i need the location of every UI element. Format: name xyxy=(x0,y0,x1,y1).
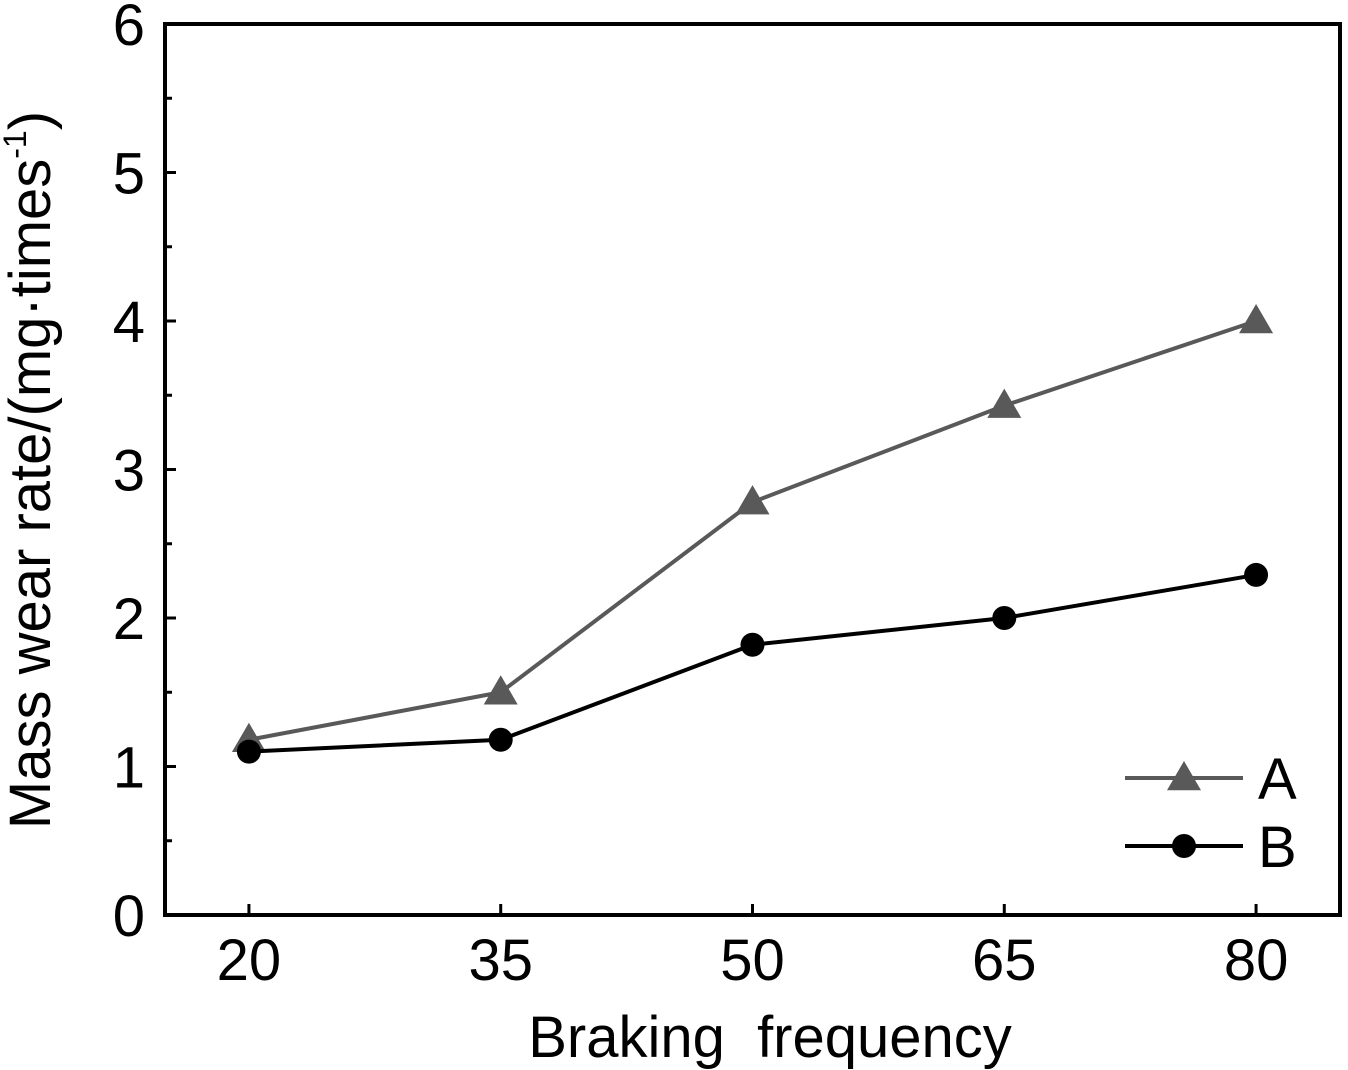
x-tick-label: 80 xyxy=(1224,928,1289,993)
y-tick-label: 3 xyxy=(113,439,145,504)
data-point-A xyxy=(987,388,1022,418)
x-tick-label: 50 xyxy=(720,928,785,993)
x-tick-label: 20 xyxy=(217,928,282,993)
y-tick-label: 0 xyxy=(113,884,145,949)
y-axis-title-main: Mass wear rate/(mg·times xyxy=(0,159,63,829)
legend-item-A: A xyxy=(1125,747,1297,812)
legend-item-B: B xyxy=(1125,815,1297,880)
x-tick-label: 35 xyxy=(468,928,533,993)
x-axis-title: Braking frequency xyxy=(528,1005,1012,1070)
y-tick-label: 2 xyxy=(113,587,145,652)
y-axis-title-close: ) xyxy=(0,111,63,130)
y-tick-label: 1 xyxy=(113,736,145,801)
legend-label-A: A xyxy=(1258,747,1297,812)
data-point-B xyxy=(740,632,765,657)
series-A xyxy=(231,304,1274,753)
y-tick-label: 6 xyxy=(113,0,145,58)
legend-label-B: B xyxy=(1258,815,1297,880)
x-axis-ticks: 20 35 50 65 80 xyxy=(217,904,1289,993)
data-point-A xyxy=(735,485,770,515)
data-point-A xyxy=(1239,304,1274,334)
data-point-B xyxy=(236,739,261,764)
data-point-B xyxy=(488,727,513,752)
x-tick-label: 65 xyxy=(972,928,1037,993)
data-point-B xyxy=(992,606,1017,630)
legend-marker-A xyxy=(1167,761,1201,791)
data-point-B xyxy=(1244,562,1269,587)
y-axis-title-superscript: -1 xyxy=(0,130,33,158)
series-layer xyxy=(231,304,1274,764)
y-axis-title: Mass wear rate/(mg·times-1) xyxy=(0,111,63,829)
y-tick-label: 4 xyxy=(113,290,145,355)
data-point-A xyxy=(483,675,518,705)
legend: AB xyxy=(1125,747,1297,880)
series-B xyxy=(236,562,1269,764)
y-axis-ticks: 0 1 2 3 4 5 6 xyxy=(113,0,176,949)
y-tick-label: 5 xyxy=(113,142,145,207)
legend-marker-B xyxy=(1172,834,1196,858)
